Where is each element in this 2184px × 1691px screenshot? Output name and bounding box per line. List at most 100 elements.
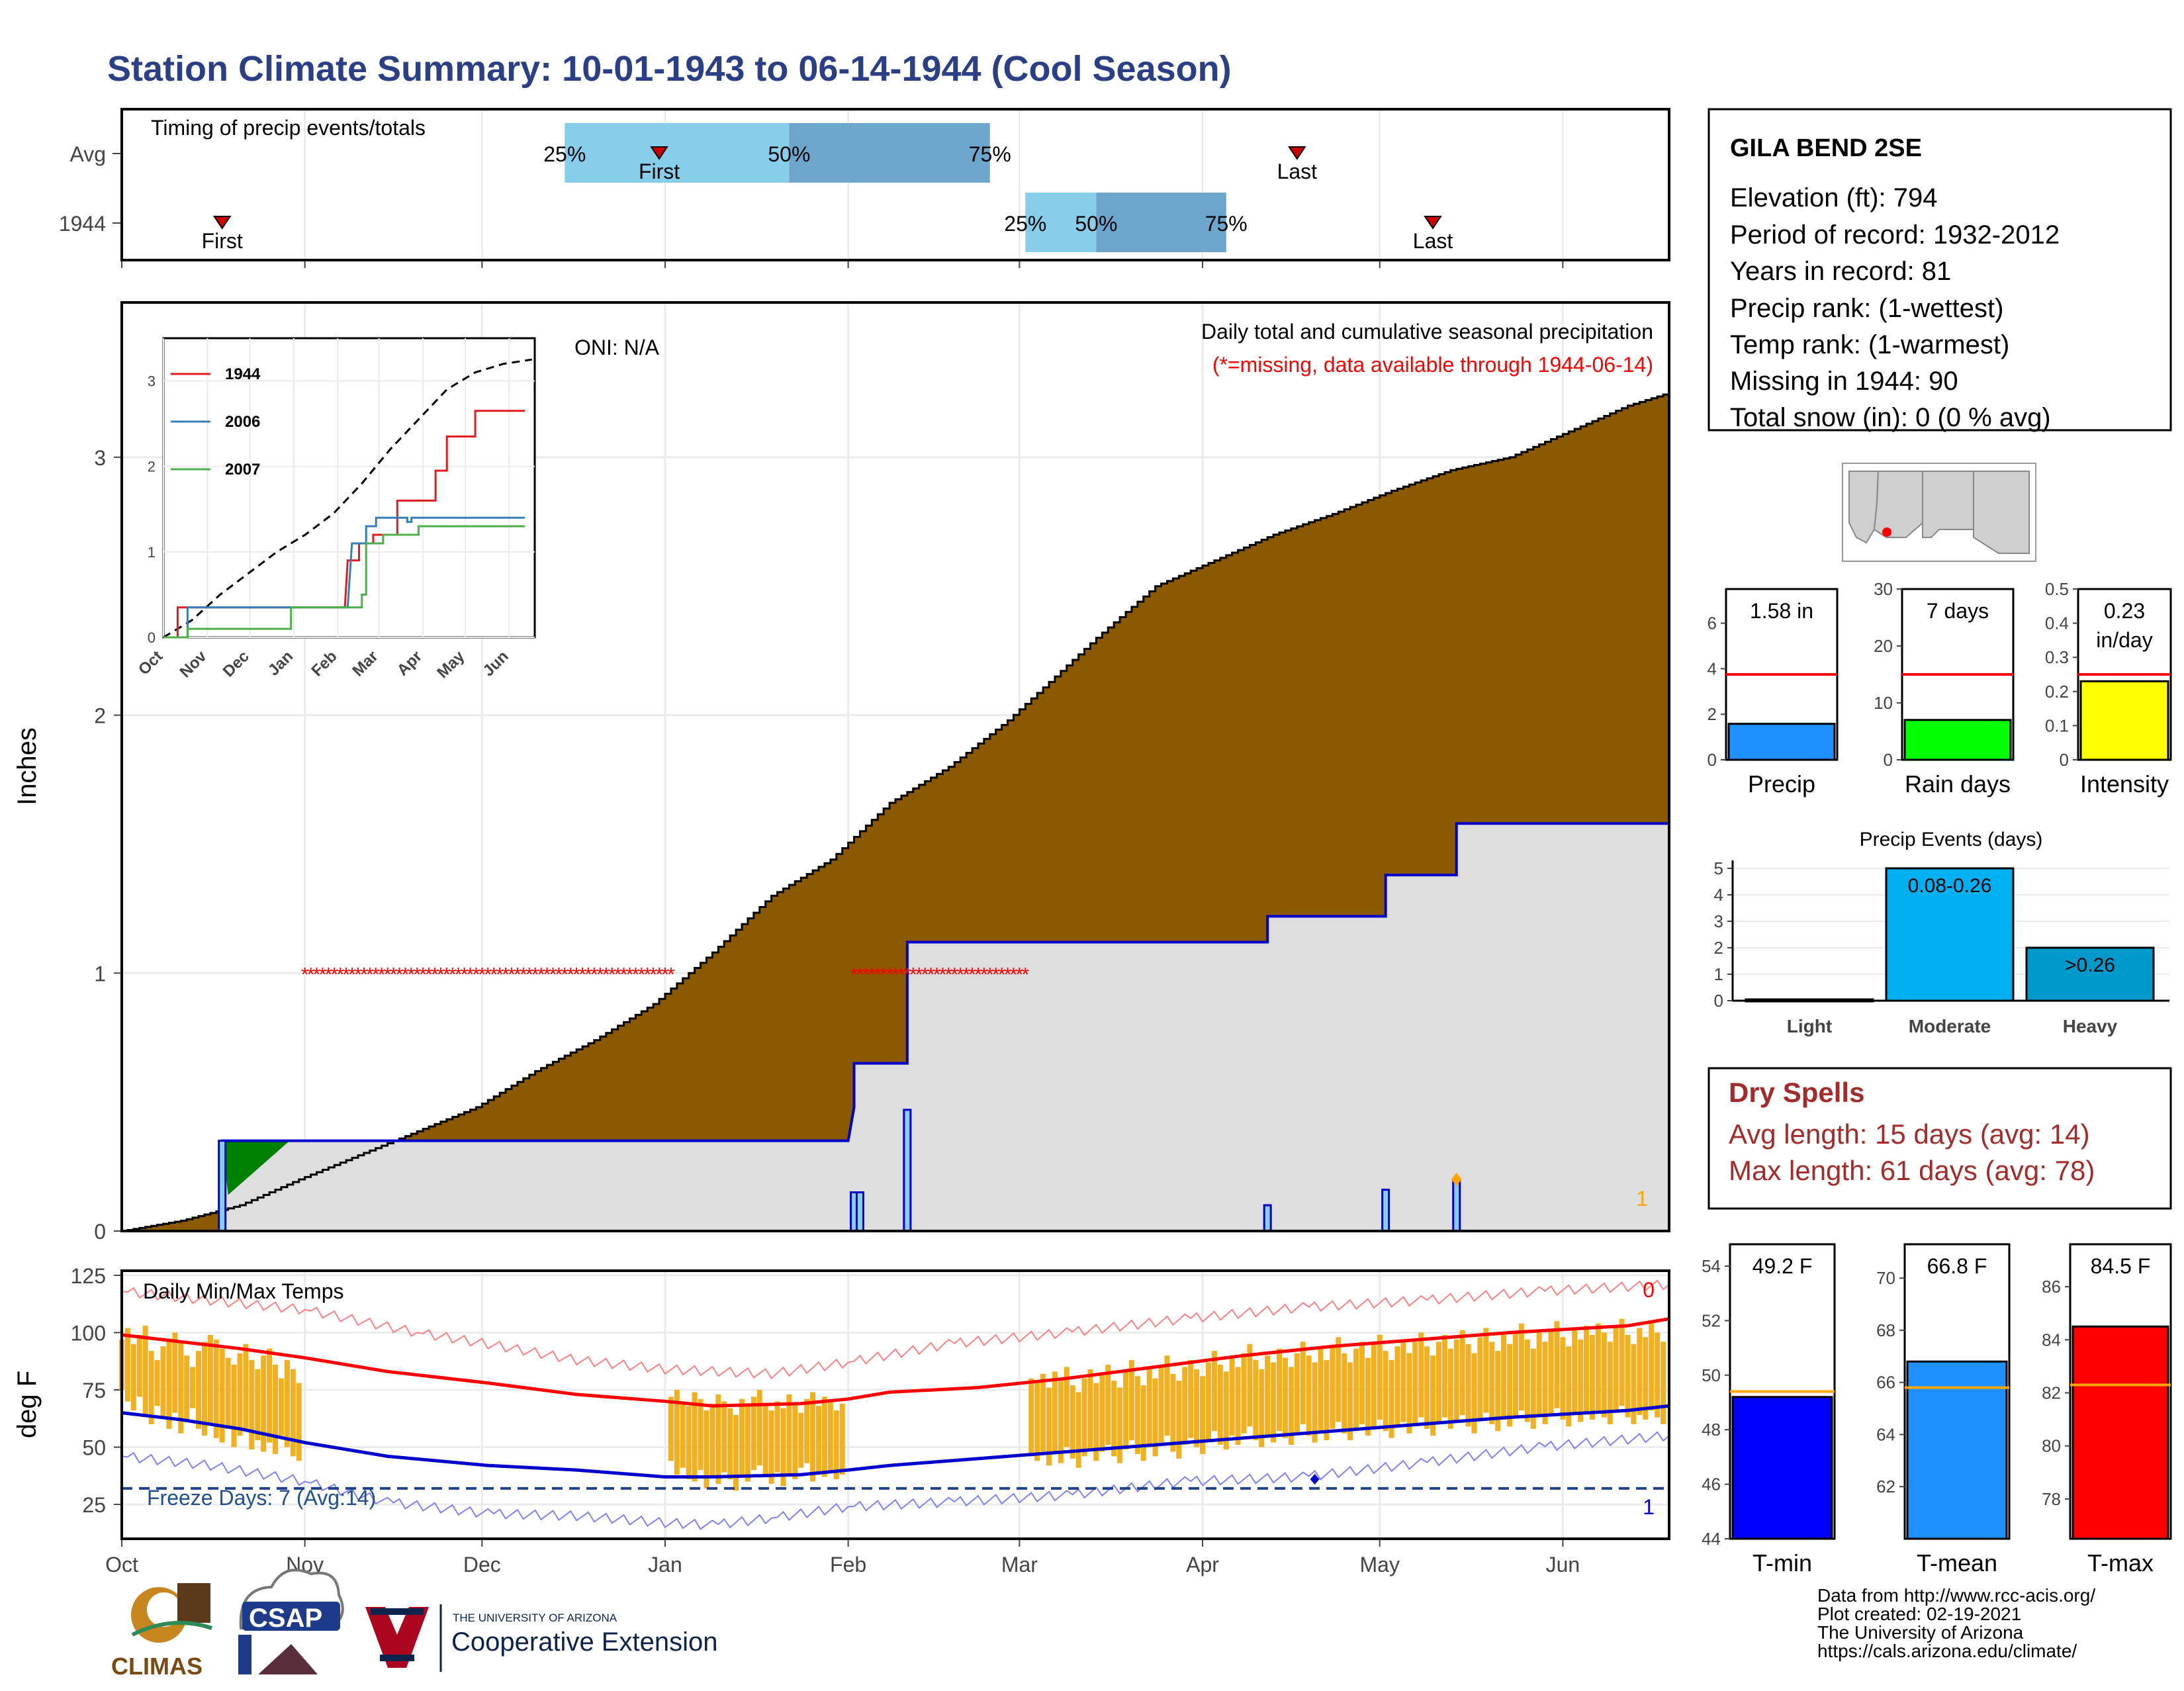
- missing-marker: *: [968, 964, 976, 985]
- ua-logo-line1: THE UNIVERSITY OF ARIZONA: [453, 1612, 617, 1624]
- daily-precip-bar: [855, 1191, 864, 1232]
- csap-logo-text: CSAP: [249, 1604, 322, 1633]
- bar-y-tick: 4: [1707, 659, 1717, 678]
- daily-temp-bar: [821, 1396, 827, 1477]
- daily-temp-bar: [709, 1403, 715, 1477]
- missing-marker: *: [632, 964, 640, 985]
- daily-temp-bar: [1353, 1348, 1359, 1432]
- dry-spells-line: Avg length: 15 days (avg: 14): [1729, 1119, 2090, 1150]
- daily-temp-bar: [1146, 1369, 1152, 1447]
- daily-temp-bar: [1619, 1318, 1625, 1406]
- missing-marker: *: [626, 964, 634, 985]
- summary-bar: [1903, 719, 2012, 761]
- summary-bar: [1731, 1396, 1833, 1540]
- daily-temp-bar: [1601, 1332, 1607, 1418]
- daily-temp-bar: [1223, 1371, 1229, 1449]
- missing-marker: *: [614, 964, 622, 985]
- y-tick-label: 3: [94, 446, 106, 470]
- daily-temp-bar: [1140, 1385, 1146, 1461]
- station-line: Elevation (ft): 794: [1730, 183, 1938, 212]
- daily-temp-bar: [1412, 1342, 1418, 1424]
- bar-y-tick: 82: [2042, 1383, 2061, 1403]
- daily-temp-bar: [1294, 1353, 1300, 1434]
- daily-temp-bar: [1282, 1357, 1288, 1438]
- daily-temp-bar: [136, 1334, 142, 1397]
- timing-label-75: 75%: [1205, 212, 1248, 236]
- timing-bar-25-50: [1025, 193, 1097, 252]
- daily-temp-bar: [804, 1398, 810, 1463]
- missing-marker: *: [490, 964, 498, 985]
- daily-temp-bar: [296, 1383, 302, 1461]
- missing-marker: *: [980, 964, 988, 985]
- daily-temp-bar: [1377, 1334, 1383, 1420]
- climas-logo-text: CLIMAS: [111, 1653, 203, 1680]
- bar-value-label: in/day: [2096, 628, 2152, 652]
- bar-value-label: 7 days: [1927, 599, 1989, 623]
- bar-y-tick: 86: [2042, 1277, 2061, 1297]
- daily-temp-bar: [1512, 1332, 1518, 1418]
- events-y-tick: 3: [1714, 911, 1723, 931]
- missing-marker: *: [419, 964, 427, 985]
- precip-panel: 0123************************************…: [13, 301, 1670, 1244]
- missing-marker: *: [537, 964, 545, 985]
- daily-temp-bar: [1655, 1332, 1661, 1418]
- daily-temp-bar: [1069, 1385, 1075, 1459]
- missing-marker: *: [956, 964, 964, 985]
- bar-y-tick: 44: [1702, 1529, 1721, 1549]
- bar-value-label: 84.5 F: [2091, 1254, 2151, 1278]
- daily-temp-bar: [833, 1410, 839, 1479]
- missing-marker: *: [330, 964, 338, 985]
- daily-temp-bar: [1111, 1381, 1117, 1457]
- corner-label: 1: [1636, 1187, 1648, 1211]
- station-line: Missing in 1944: 90: [1730, 367, 1958, 396]
- footer-line: The University of Arizona: [1817, 1622, 2024, 1643]
- bar-category-label: T-mean: [1917, 1549, 1997, 1577]
- daily-temp-bar: [1176, 1381, 1182, 1459]
- daily-temp-bar: [1471, 1353, 1477, 1434]
- missing-marker: *: [324, 964, 332, 985]
- x-tick-label: Mar: [1001, 1553, 1038, 1577]
- record-min-line: [121, 1431, 1670, 1530]
- daily-temp-bar: [739, 1398, 745, 1475]
- bar-y-tick: 66: [1876, 1373, 1895, 1393]
- daily-temp-bar: [715, 1394, 721, 1484]
- missing-marker: *: [336, 964, 344, 985]
- x-tick-label: Apr: [1186, 1553, 1219, 1577]
- daily-temp-bar: [1194, 1369, 1200, 1447]
- daily-temp-bar: [1058, 1381, 1064, 1463]
- x-tick-label: Feb: [830, 1553, 866, 1577]
- missing-marker: *: [407, 964, 415, 985]
- x-tick-label: Jun: [1546, 1553, 1580, 1577]
- bar-y-tick: 78: [2042, 1489, 2061, 1509]
- missing-marker: *: [372, 964, 380, 985]
- bar-y-tick: 0.5: [2045, 579, 2069, 599]
- daily-temp-bar: [1200, 1376, 1206, 1454]
- daily-temp-bar: [154, 1360, 160, 1406]
- daily-temp-bar: [1134, 1376, 1140, 1454]
- daily-precip-bar: [218, 1140, 227, 1232]
- daily-temp-bar: [1560, 1337, 1566, 1420]
- daily-temp-bar: [1247, 1344, 1253, 1427]
- min-count: 1: [1643, 1495, 1655, 1519]
- daily-temp-bar: [1306, 1355, 1312, 1436]
- timing-first-label: First: [639, 160, 680, 183]
- x-tick-label: Jan: [648, 1553, 682, 1577]
- missing-marker: *: [301, 964, 309, 985]
- daily-temp-bar: [792, 1403, 798, 1479]
- freeze-days-label: Freeze Days: 7 (Avg:14): [147, 1486, 376, 1510]
- daily-temp-bar: [1554, 1321, 1560, 1408]
- daily-temp-bar: [1441, 1334, 1447, 1418]
- daily-temp-bar: [1477, 1337, 1483, 1420]
- missing-marker: *: [366, 964, 374, 985]
- ua-logo-line2: Cooperative Extension: [451, 1627, 717, 1657]
- missing-marker: *: [886, 964, 893, 985]
- missing-marker: *: [584, 964, 592, 985]
- daily-temp-bar: [1040, 1373, 1046, 1452]
- daily-temp-bar: [267, 1348, 273, 1443]
- record-max-line: [121, 1279, 1670, 1380]
- inset-legend-label: 2007: [225, 461, 260, 479]
- daily-temp-bar: [1158, 1364, 1164, 1443]
- missing-marker: *: [661, 964, 669, 985]
- daily-temp-bar: [1424, 1346, 1430, 1429]
- daily-temp-bar: [1259, 1369, 1265, 1447]
